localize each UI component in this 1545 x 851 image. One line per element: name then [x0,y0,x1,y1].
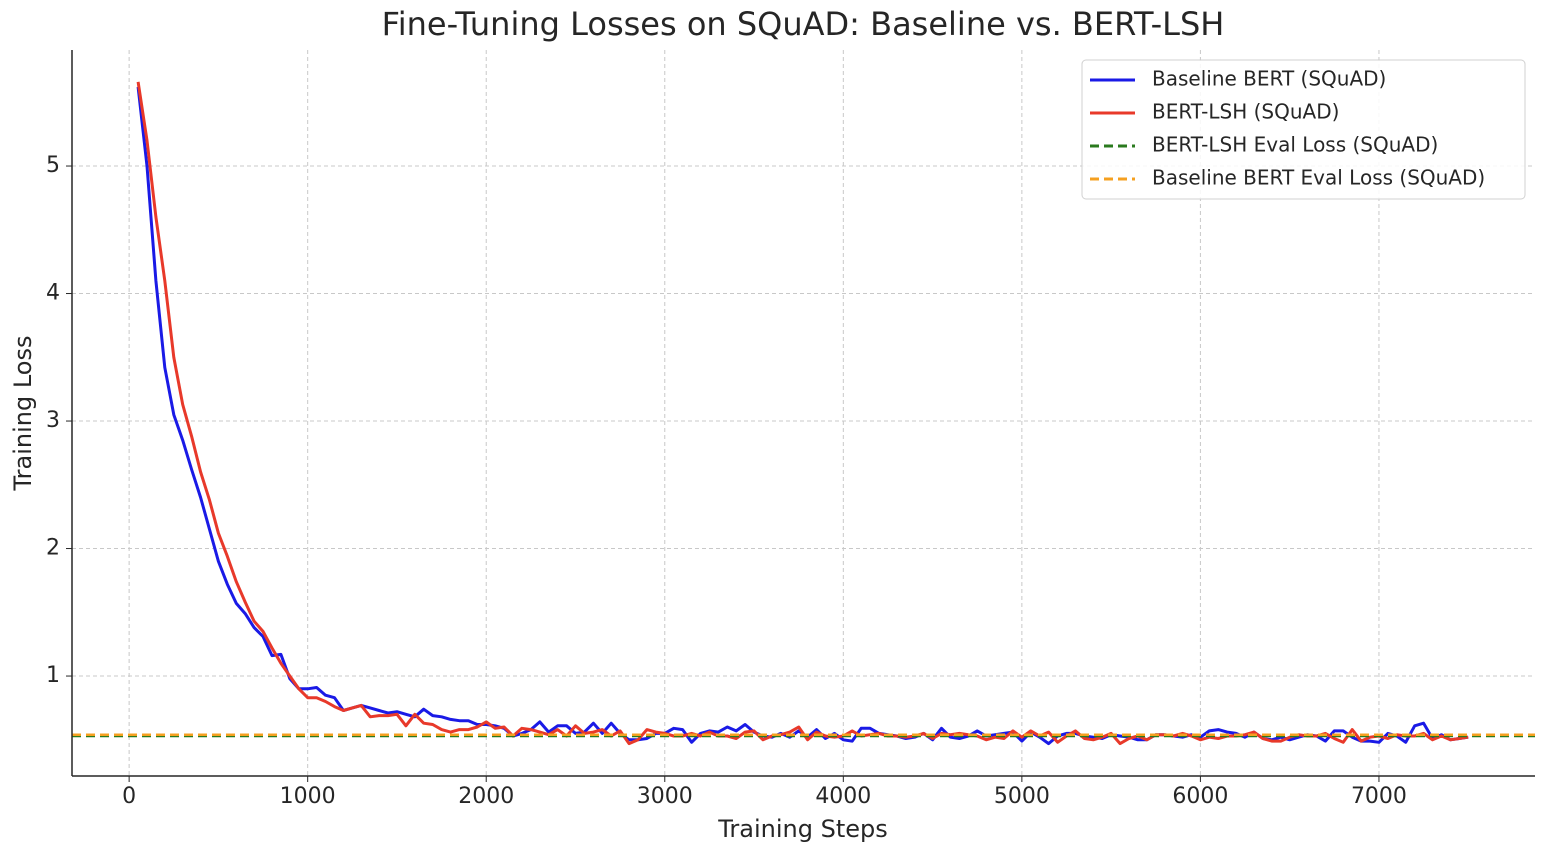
chart-title: Fine-Tuning Losses on SQuAD: Baseline vs… [382,5,1225,43]
x-tick-label: 5000 [994,784,1050,809]
y-axis-label: Training Loss [9,336,37,492]
legend-label: Baseline BERT (SQuAD) [1152,67,1386,91]
x-tick-label: 6000 [1172,784,1228,809]
y-tick-label: 1 [46,663,60,688]
x-tick-label: 1000 [280,784,336,809]
x-axis-label: Training Steps [717,815,887,843]
y-tick-label: 4 [46,281,60,306]
legend-label: BERT-LSH (SQuAD) [1152,100,1339,124]
legend-label: Baseline BERT Eval Loss (SQuAD) [1152,166,1485,190]
y-tick-label: 3 [46,408,60,433]
y-tick-label: 2 [46,536,60,561]
line-series [136,81,1469,746]
x-tick-label: 2000 [458,784,514,809]
y-tick-label: 5 [46,153,60,178]
x-tick-label: 0 [122,784,136,809]
x-tick-label: 3000 [637,784,693,809]
legend: Baseline BERT (SQuAD) BERT-LSH (SQuAD) BER… [1081,59,1526,200]
x-tick-label: 4000 [815,784,871,809]
x-tick-label: 7000 [1351,784,1407,809]
legend-label: BERT-LSH Eval Loss (SQuAD) [1152,133,1438,157]
legend-box [1081,59,1526,200]
